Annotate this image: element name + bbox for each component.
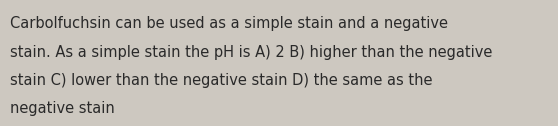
- Text: stain. As a simple stain the pH is A) 2 B) higher than the negative: stain. As a simple stain the pH is A) 2 …: [10, 45, 492, 60]
- Text: negative stain: negative stain: [10, 101, 115, 116]
- Text: Carbolfuchsin can be used as a simple stain and a negative: Carbolfuchsin can be used as a simple st…: [10, 16, 448, 31]
- Text: stain C) lower than the negative stain D) the same as the: stain C) lower than the negative stain D…: [10, 73, 432, 88]
